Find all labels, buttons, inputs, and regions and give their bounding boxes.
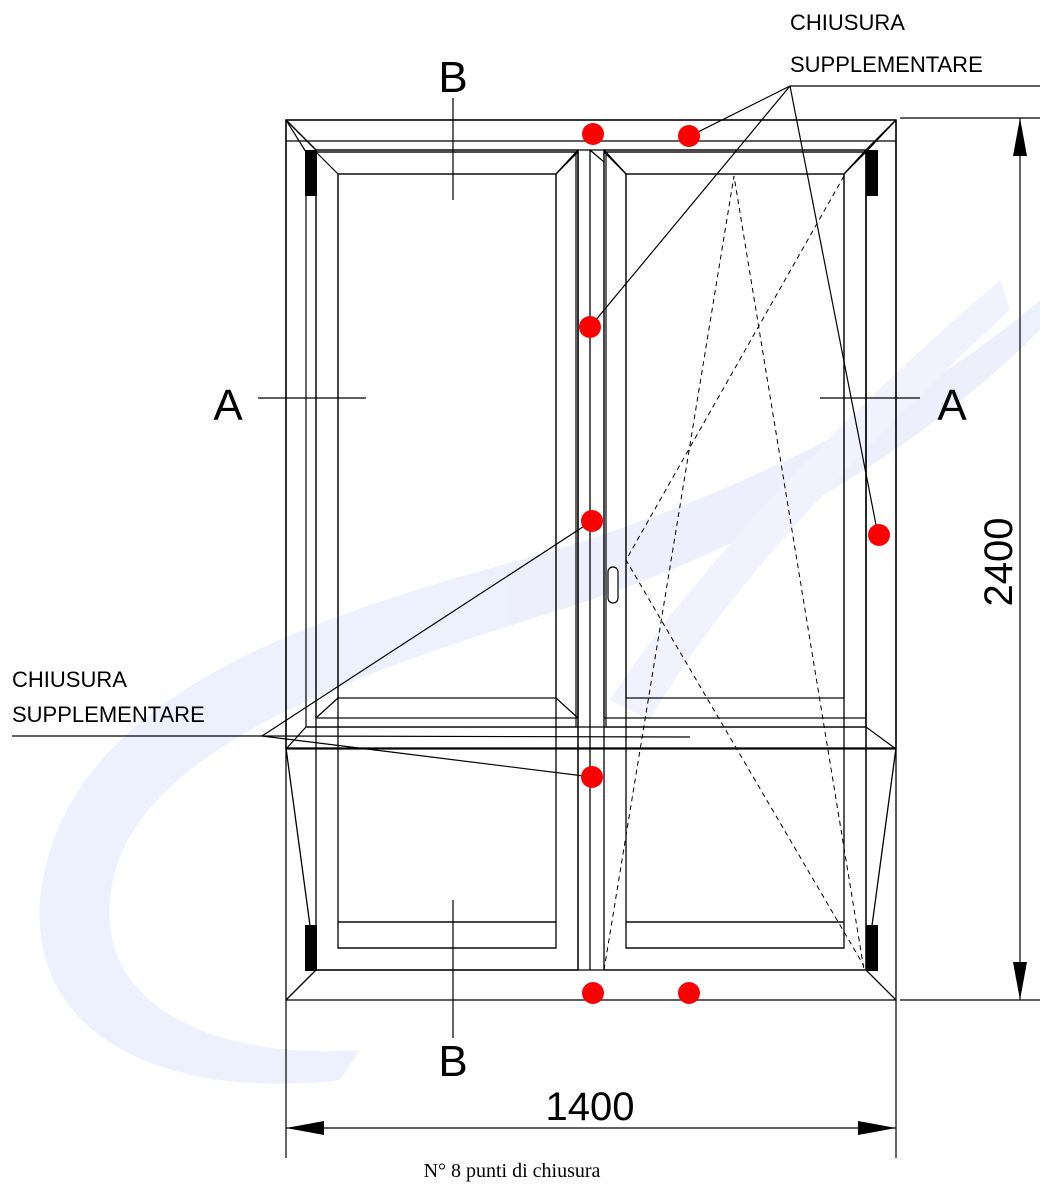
locking-points [579, 123, 890, 1004]
locking-point [582, 123, 604, 145]
hinge-bottom-right [866, 925, 878, 971]
caption: N° 8 punti di chiusura [424, 1160, 601, 1182]
locking-point [678, 982, 700, 1004]
dimension-lines [285, 117, 1040, 1158]
hinge-top-left [305, 150, 317, 196]
section-label-top-b: B [438, 53, 467, 102]
locking-point [581, 510, 603, 532]
locking-point [868, 524, 890, 546]
locking-point [579, 316, 601, 338]
locking-point [582, 982, 604, 1004]
locking-point [581, 766, 603, 788]
dimension-height: 2400 [977, 518, 1021, 607]
leader-lines [12, 85, 1040, 778]
opening-lines [603, 175, 865, 971]
section-label-left-a: A [213, 381, 243, 430]
hinge-bottom-left [305, 925, 317, 971]
dimension-width: 1400 [546, 1085, 635, 1129]
annotation-top-line1: CHIUSURA [790, 10, 905, 35]
section-lines [258, 98, 920, 1038]
handle [607, 566, 619, 604]
hinges [305, 150, 878, 971]
locking-point [678, 125, 700, 147]
watermark [39, 280, 1040, 1084]
section-label-right-a: A [937, 381, 967, 430]
annotation-left-line1: CHIUSURA [12, 667, 127, 692]
annotation-left-line2: SUPPLEMENTARE [12, 702, 205, 727]
hinge-top-right [866, 150, 878, 196]
section-label-bottom-b: B [438, 1037, 467, 1086]
annotation-top-line2: SUPPLEMENTARE [790, 52, 983, 77]
